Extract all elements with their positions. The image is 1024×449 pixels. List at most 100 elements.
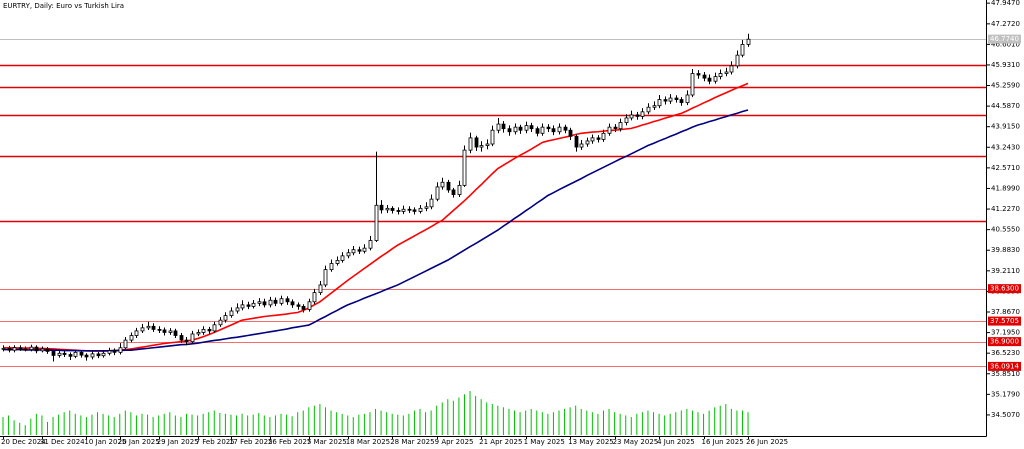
volume-bar	[608, 408, 610, 435]
candle-body	[618, 122, 623, 130]
candle-body	[401, 208, 406, 212]
volume-bar	[697, 412, 699, 435]
x-tick-label: 4 Jun 2025	[657, 438, 695, 446]
volume-bar	[730, 408, 732, 435]
volume-bar	[313, 405, 315, 435]
volume-bar	[714, 407, 716, 435]
volume-bar	[197, 415, 199, 435]
volume-bar	[24, 425, 26, 435]
volume-bar	[158, 415, 160, 435]
candle-body	[429, 198, 434, 208]
volume-bar	[525, 410, 527, 435]
candle-body	[73, 351, 78, 357]
volume-bar	[502, 407, 504, 435]
y-tick-label: 45.9310	[991, 61, 1020, 69]
volume-bar	[141, 413, 143, 435]
candle-body	[340, 255, 345, 261]
candle-body	[374, 204, 379, 241]
volume-bar	[352, 417, 354, 435]
volume-bar	[675, 412, 677, 435]
candle-body	[257, 301, 262, 304]
y-tick-label: 35.8510	[991, 370, 1020, 378]
volume-bar	[497, 405, 499, 435]
volume-bar	[747, 412, 749, 435]
volume-bar	[475, 395, 477, 435]
volume-bar	[341, 413, 343, 435]
y-tick-label: 41.2270	[991, 205, 1020, 213]
volume-bar	[208, 412, 210, 435]
candle-body	[162, 329, 167, 333]
volume-bar	[213, 410, 215, 435]
volume-bar	[669, 413, 671, 435]
volume-bar	[308, 407, 310, 435]
volume-bar	[597, 413, 599, 435]
candle-body	[551, 128, 556, 133]
volume-bar	[397, 414, 399, 435]
y-tick-label: 43.2430	[991, 143, 1020, 151]
volume-bar	[686, 408, 688, 435]
volume-bar	[219, 413, 221, 435]
candle-body	[51, 351, 56, 356]
volume-bar	[258, 413, 260, 435]
volume-bar	[575, 405, 577, 435]
candle-body	[585, 140, 590, 145]
volume-bar	[480, 399, 482, 435]
volume-bar	[247, 415, 249, 435]
chart-title: EURTRY, Daily: Euro vs Turkish Lira	[3, 2, 124, 10]
candle-body	[346, 252, 351, 257]
candle-body	[362, 247, 367, 252]
x-tick-label: 13 May 2025	[568, 438, 614, 446]
volume-bar	[41, 415, 43, 435]
candle-body	[518, 126, 523, 131]
y-tick-label: 47.9470	[991, 0, 1020, 7]
volume-bar	[419, 408, 421, 435]
volume-bar	[580, 408, 582, 435]
y-tick-label: 36.5230	[991, 349, 1020, 357]
moving-average	[3, 82, 749, 352]
candle-body	[68, 354, 73, 357]
price-tag-label: 46.7740	[990, 35, 1019, 43]
candle-body	[685, 94, 690, 104]
x-tick-label: 18 Mar 2025	[346, 438, 390, 446]
x-tick-label: 9 Apr 2025	[435, 438, 474, 446]
candle-body	[285, 298, 290, 303]
candle-body	[418, 207, 423, 212]
candle-body	[151, 325, 156, 330]
candle-body	[96, 353, 101, 357]
candle-body	[440, 181, 445, 188]
candle-body	[23, 348, 28, 351]
y-tick-label: 47.2720	[991, 20, 1020, 28]
volume-bar	[558, 410, 560, 435]
x-tick-label: 7 Feb 2025	[196, 438, 235, 446]
volume-bar	[408, 413, 410, 435]
candle-body	[368, 240, 373, 249]
candle-body	[640, 111, 645, 117]
volume-bar	[380, 410, 382, 435]
candle-body	[146, 325, 151, 329]
volume-bar	[236, 415, 238, 435]
volume-bar	[319, 404, 321, 435]
candle-body	[485, 143, 490, 146]
y-tick-label: 46.6010	[991, 40, 1020, 48]
volume-bar	[202, 413, 204, 435]
candle-body	[62, 352, 67, 355]
candle-body	[123, 339, 128, 349]
candle-body	[718, 73, 723, 77]
candle-body	[557, 126, 562, 133]
volume-bar	[386, 412, 388, 435]
candle-body	[329, 263, 334, 271]
candle-body	[201, 328, 206, 333]
volume-bar	[152, 417, 154, 435]
candle-body	[18, 347, 23, 350]
volume-bar	[224, 413, 226, 435]
candle-body	[524, 125, 529, 131]
volume-bar	[447, 399, 449, 435]
volume-bar	[85, 417, 87, 435]
candle-body	[540, 126, 545, 134]
candle-body	[118, 347, 123, 353]
volume-bar	[402, 415, 404, 435]
volume-bar	[641, 412, 643, 435]
candle-body	[335, 260, 340, 264]
candle-body	[501, 123, 506, 130]
volume-bar	[552, 412, 554, 435]
